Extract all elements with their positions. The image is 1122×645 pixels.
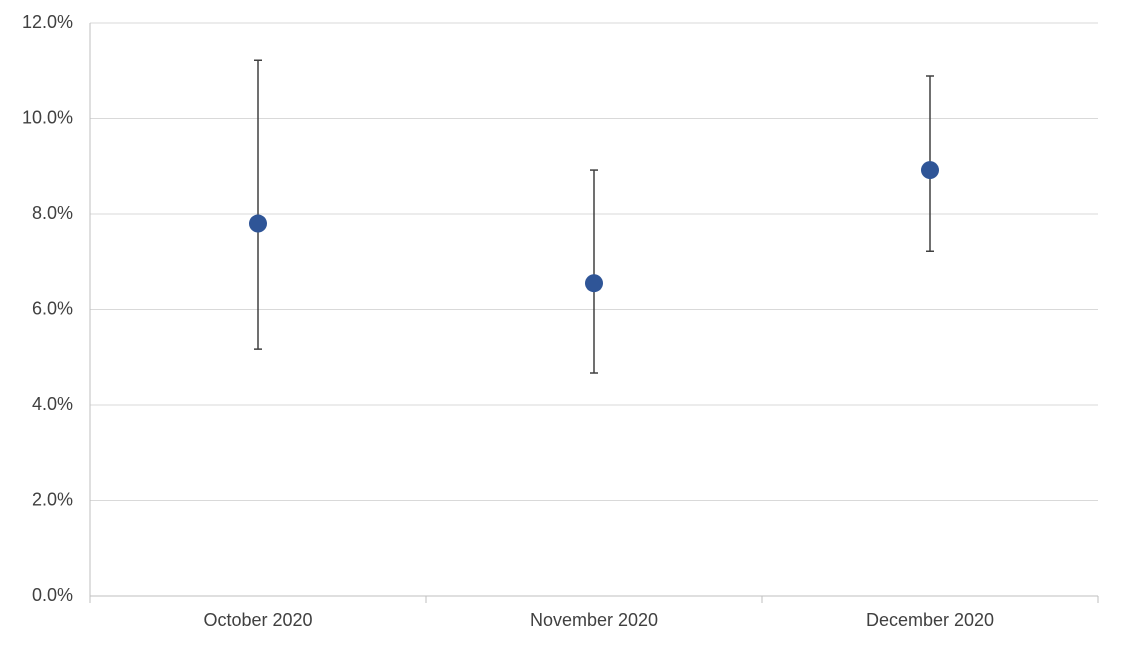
x-tick-label: December 2020: [866, 610, 994, 630]
x-tick-label: November 2020: [530, 610, 658, 630]
point: [921, 161, 939, 180]
y-tick-label: 10.0%: [22, 107, 73, 127]
y-tick-label: 4.0%: [32, 394, 73, 414]
point: [585, 274, 603, 293]
y-tick-label: 6.0%: [32, 298, 73, 318]
x-tick-label: October 2020: [203, 610, 312, 630]
y-tick-label: 12.0%: [22, 12, 73, 32]
y-tick-label: 0.0%: [32, 585, 73, 605]
point: [249, 214, 267, 233]
y-tick-label: 2.0%: [32, 489, 73, 509]
y-tick-label: 8.0%: [32, 203, 73, 223]
